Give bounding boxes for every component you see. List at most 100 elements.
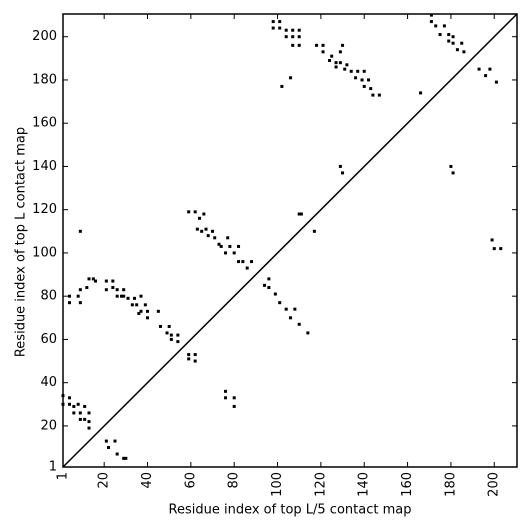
contact-point — [72, 404, 76, 408]
contact-point — [438, 33, 442, 37]
contact-point — [449, 164, 453, 168]
contact-point — [146, 309, 150, 313]
contact-point — [139, 309, 143, 313]
contact-point — [362, 69, 366, 73]
contact-point — [447, 39, 451, 43]
contact-point — [284, 28, 288, 32]
contact-point — [113, 439, 117, 443]
contact-point — [338, 50, 342, 54]
contact-point — [176, 333, 180, 337]
contact-point — [241, 260, 245, 264]
contact-point — [68, 402, 72, 406]
contact-point — [68, 301, 72, 305]
contact-point — [297, 43, 301, 47]
contact-point — [169, 337, 173, 341]
contact-point — [338, 164, 342, 168]
contact-point — [232, 396, 236, 400]
contact-point — [68, 396, 72, 400]
y-tick-label: 20 — [40, 418, 57, 433]
contact-point — [104, 439, 108, 443]
contact-point — [165, 331, 169, 335]
contact-point — [83, 417, 87, 421]
contact-point — [76, 294, 80, 298]
contact-point — [85, 286, 89, 290]
contact-point — [369, 87, 373, 91]
contact-point — [271, 26, 275, 30]
contact-point — [72, 411, 76, 415]
y-tick-label: 180 — [32, 72, 57, 87]
contact-point — [126, 296, 130, 300]
contact-point — [371, 93, 375, 97]
contact-point — [224, 251, 228, 255]
x-tick-label: 140 — [357, 472, 372, 497]
contact-point — [224, 396, 228, 400]
contact-point — [267, 286, 271, 290]
contact-point — [226, 236, 230, 240]
diagonal-line — [62, 13, 518, 468]
contact-point — [76, 402, 80, 406]
y-tick-label: 140 — [32, 159, 57, 174]
contact-point — [291, 28, 295, 32]
contact-point — [198, 216, 202, 220]
y-tick-label: 60 — [40, 332, 57, 347]
contact-point — [167, 324, 171, 328]
contact-point — [343, 67, 347, 71]
contact-point — [91, 277, 95, 281]
contact-point — [122, 294, 126, 298]
contact-point — [362, 84, 366, 88]
contact-point — [330, 54, 334, 58]
contact-point — [345, 63, 349, 67]
contact-point — [280, 84, 284, 88]
x-tick-label: 180 — [443, 472, 458, 497]
contact-point — [354, 76, 358, 80]
x-tick-label: 20 — [97, 472, 112, 489]
contact-point — [213, 236, 217, 240]
contact-point — [104, 288, 108, 292]
contact-point — [187, 357, 191, 361]
contact-point — [146, 316, 150, 320]
contact-point — [263, 283, 267, 287]
contact-point — [159, 324, 163, 328]
x-tick-label: 120 — [313, 472, 328, 497]
contact-point — [447, 33, 451, 37]
contact-point — [297, 35, 301, 39]
x-tick-label: 1 — [56, 472, 71, 480]
contact-point — [273, 292, 277, 296]
contact-point — [341, 43, 345, 47]
contact-point — [341, 171, 345, 175]
contact-point — [328, 58, 332, 62]
y-tick-label: 200 — [32, 29, 57, 44]
y-tick-label: 100 — [32, 245, 57, 260]
contact-point — [219, 244, 223, 248]
contact-point — [87, 426, 91, 430]
contact-point — [187, 210, 191, 214]
contact-point — [297, 322, 301, 326]
contact-point — [299, 212, 303, 216]
contact-point — [122, 456, 126, 460]
contact-point — [360, 78, 364, 82]
y-tick-label: 1 — [49, 460, 57, 475]
contact-point — [429, 20, 433, 24]
x-tick-label: 60 — [183, 472, 198, 489]
contact-point — [460, 41, 464, 45]
contact-point — [356, 69, 360, 73]
contact-point — [271, 20, 275, 24]
contact-point — [133, 296, 137, 300]
contact-point — [429, 13, 433, 17]
contact-point — [111, 279, 115, 283]
contact-point — [494, 80, 498, 84]
contact-point — [434, 24, 438, 28]
contact-point — [217, 242, 221, 246]
contact-point — [68, 294, 72, 298]
contact-point — [224, 389, 228, 393]
contact-point — [187, 353, 191, 357]
contact-point — [87, 420, 91, 424]
contact-point — [135, 303, 139, 307]
contact-point — [278, 26, 282, 30]
contact-point — [293, 307, 297, 311]
contact-point — [284, 35, 288, 39]
contact-point — [484, 74, 488, 78]
x-tick-label: 100 — [270, 472, 285, 497]
contact-point — [477, 67, 481, 71]
